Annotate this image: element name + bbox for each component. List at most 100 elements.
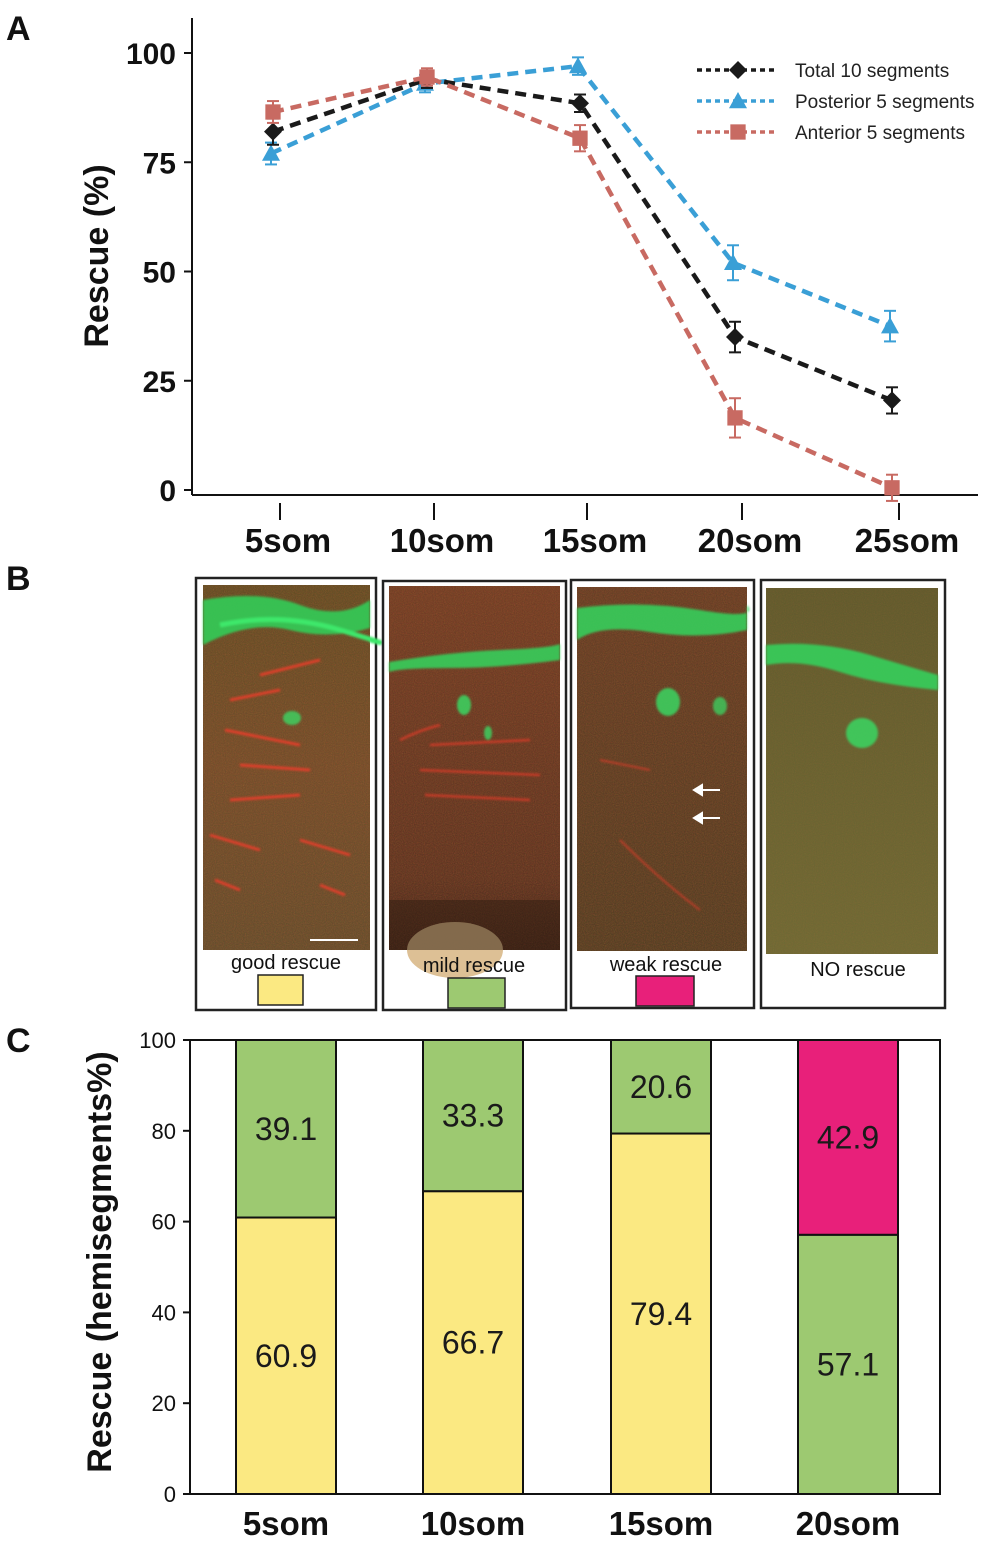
caption-no-rescue: NO rescue xyxy=(810,959,906,981)
data-point xyxy=(264,122,282,141)
bar-segment xyxy=(422,1190,524,1495)
swatch-good-rescue xyxy=(257,974,304,1006)
line-chart-panel: A Rescue (%) 0 25 50 75 100 5som 10som 15som 20… xyxy=(6,10,978,559)
panel-letter-b: B xyxy=(6,560,31,598)
series-0 xyxy=(264,69,901,415)
green-fibers xyxy=(203,596,383,725)
y-tick-label: 75 xyxy=(143,147,176,180)
stacked-bar: 57.1 42.9 xyxy=(797,1039,899,1495)
micrograph-good-rescue: good rescue xyxy=(194,576,383,1012)
data-point xyxy=(572,130,588,146)
y-tick-label: 20 xyxy=(152,1391,176,1416)
data-label: 33.3 xyxy=(442,1098,504,1134)
series-group xyxy=(262,56,901,502)
micrograph-noise xyxy=(766,588,938,954)
x-tick-label: 10som xyxy=(390,522,495,559)
x-tick-label: 5som xyxy=(243,1505,329,1542)
y-tick-label: 0 xyxy=(159,475,176,508)
red-signal xyxy=(599,759,701,911)
data-point xyxy=(729,61,747,79)
bar-segment xyxy=(797,1233,899,1495)
bar-segment xyxy=(422,1039,524,1193)
y-tick-label: 60 xyxy=(152,1210,176,1235)
data-point xyxy=(881,317,899,334)
data-point xyxy=(730,124,746,140)
y-tick-label: 100 xyxy=(126,38,176,71)
stacked-bar: 60.9 39.1 xyxy=(235,1039,337,1496)
bar-segment xyxy=(610,1039,712,1135)
data-point xyxy=(571,94,589,113)
y-tick-label: 25 xyxy=(143,366,176,399)
red-signal xyxy=(399,723,541,802)
data-point xyxy=(265,104,281,120)
data-label: 39.1 xyxy=(255,1111,317,1147)
y-ticks-c: 0 20 40 60 80 100 xyxy=(139,1028,190,1507)
swatch-mild-rescue xyxy=(447,977,506,1009)
swatch-weak-rescue xyxy=(635,975,695,1007)
legend-label: Anterior 5 segments xyxy=(795,123,965,144)
stacked-bar-panel: C Rescue (hemisegments%) 0 20 40 60 80 100 60… xyxy=(6,1022,941,1542)
data-label: 42.9 xyxy=(817,1119,879,1155)
x-tick-label: 15som xyxy=(543,522,648,559)
x-tick-label: 25som xyxy=(855,522,960,559)
stacked-bar: 79.4 20.6 xyxy=(610,1039,712,1496)
data-point xyxy=(569,57,587,74)
data-point xyxy=(727,410,743,426)
panel-letter-a: A xyxy=(6,10,31,48)
micrograph-mild-rescue: mild rescue xyxy=(381,579,568,1012)
micrograph-noise xyxy=(577,587,747,951)
data-point xyxy=(883,391,901,410)
x-tick-label: 15som xyxy=(609,1505,714,1542)
bar-segment xyxy=(797,1039,899,1236)
x-tick-label: 10som xyxy=(421,1505,526,1542)
legend: Total 10 segments Posterior 5 segments Ant… xyxy=(697,61,975,144)
series-line xyxy=(270,63,891,329)
data-point xyxy=(262,144,280,161)
micrograph-no-rescue: NO rescue xyxy=(759,578,947,1010)
y-tick-label: 50 xyxy=(143,257,176,290)
micrograph-dark-base xyxy=(389,900,560,950)
data-point xyxy=(884,480,900,496)
x-tick-label: 5som xyxy=(245,522,331,559)
y-axis-title: Rescue (%) xyxy=(78,164,116,347)
legend-label: Posterior 5 segments xyxy=(795,92,975,113)
data-label: 60.9 xyxy=(255,1338,317,1374)
y-tick-label: 100 xyxy=(139,1028,176,1053)
legend-label: Total 10 segments xyxy=(795,61,949,82)
micrograph-weak-rescue: weak rescue xyxy=(569,578,756,1010)
arrow-icon xyxy=(692,783,720,825)
green-fibers xyxy=(577,604,750,716)
bars-group: 60.9 39.1 66.7 33.3 79.4 20.6 57.1 42.9 xyxy=(235,1039,899,1496)
bar-segment xyxy=(235,1039,337,1219)
x-tick-label: 20som xyxy=(698,522,803,559)
y-tick-label: 80 xyxy=(152,1119,176,1144)
data-label: 66.7 xyxy=(442,1325,504,1361)
panel-letter-c: C xyxy=(6,1022,31,1060)
micrograph-noise xyxy=(389,586,560,950)
data-point xyxy=(724,253,742,270)
series-2 xyxy=(265,67,900,502)
bar-segment xyxy=(610,1132,712,1496)
series-line xyxy=(272,76,893,403)
caption-good-rescue: good rescue xyxy=(231,952,341,974)
green-fibers xyxy=(766,643,938,748)
x-tick-label: 20som xyxy=(796,1505,901,1542)
y-tick-label: 0 xyxy=(164,1482,176,1507)
data-label: 20.6 xyxy=(630,1069,692,1105)
x-ticks: 5som 10som 15som 20som 25som xyxy=(245,503,959,559)
micrograph-panel: B good rescue xyxy=(6,560,947,1012)
x-ticks-c: 5som 10som 15som 20som xyxy=(243,1505,900,1542)
y-tick-label: 40 xyxy=(152,1300,176,1325)
yolk-glow xyxy=(407,922,503,978)
green-fibers xyxy=(389,644,560,740)
bar-segment xyxy=(235,1216,337,1496)
data-point xyxy=(419,69,435,85)
red-signal xyxy=(209,658,351,897)
y-ticks: 0 25 50 75 100 xyxy=(126,38,192,508)
plot-frame xyxy=(189,1039,941,1495)
data-label: 57.1 xyxy=(817,1346,879,1382)
stacked-bar: 66.7 33.3 xyxy=(422,1039,524,1495)
y-axis-title-c: Rescue (hemisegments%) xyxy=(81,1051,119,1472)
caption-mild-rescue: mild rescue xyxy=(423,955,525,977)
